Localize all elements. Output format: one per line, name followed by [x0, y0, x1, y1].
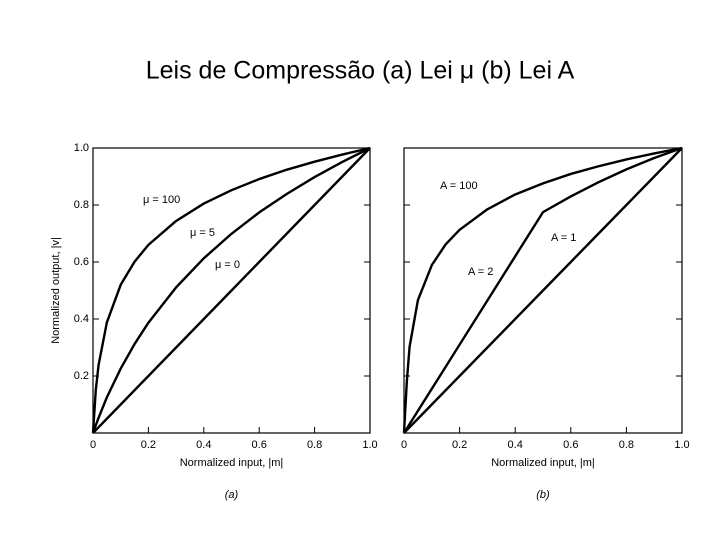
x-tick-label: 1.0 — [674, 439, 689, 451]
plot-frame — [92, 147, 371, 434]
x-axis-label: Normalized input, |m| — [491, 457, 595, 469]
x-tick-label: 0.8 — [619, 439, 634, 451]
caption: (b) — [536, 489, 550, 501]
x-tick-label: 0.4 — [508, 439, 523, 451]
series-line — [403, 147, 683, 434]
series-line — [402, 146, 683, 434]
x-tick-label: 0.2 — [141, 439, 156, 451]
x-tick-label: 0.8 — [307, 439, 322, 451]
series-label: μ = 5 — [190, 227, 215, 239]
series-label: μ = 0 — [215, 259, 240, 271]
series-line — [402, 146, 683, 434]
y-tick-label: 1.0 — [74, 142, 89, 154]
x-tick-label: 0.6 — [252, 439, 267, 451]
x-axis-label: Normalized input, |m| — [180, 457, 284, 469]
x-tick-label: 0.4 — [196, 439, 211, 451]
x-tick-label: 0 — [401, 439, 407, 451]
y-tick-label: 0.2 — [74, 370, 89, 382]
x-tick-label: 0 — [90, 439, 96, 451]
x-tick-label: 1.0 — [362, 439, 377, 451]
series-line — [91, 146, 371, 434]
y-axis-label: Normalized output, |v| — [50, 237, 62, 344]
series-line — [91, 146, 371, 434]
x-tick-label: 0.2 — [452, 439, 467, 451]
slide-title: Leis de Compressão (a) Lei μ (b) Lei A — [146, 57, 575, 85]
series-label: A = 100 — [440, 180, 478, 192]
series-label: A = 1 — [551, 232, 576, 244]
series-label: μ = 100 — [143, 194, 180, 206]
series-label: A = 2 — [468, 266, 493, 278]
series-line — [92, 147, 371, 434]
y-tick-label: 0.6 — [74, 256, 89, 268]
y-tick-label: 0.4 — [74, 313, 89, 325]
caption: (a) — [225, 489, 239, 501]
y-tick-label: 0.8 — [74, 199, 89, 211]
plot-frame — [403, 147, 683, 434]
x-tick-label: 0.6 — [563, 439, 578, 451]
